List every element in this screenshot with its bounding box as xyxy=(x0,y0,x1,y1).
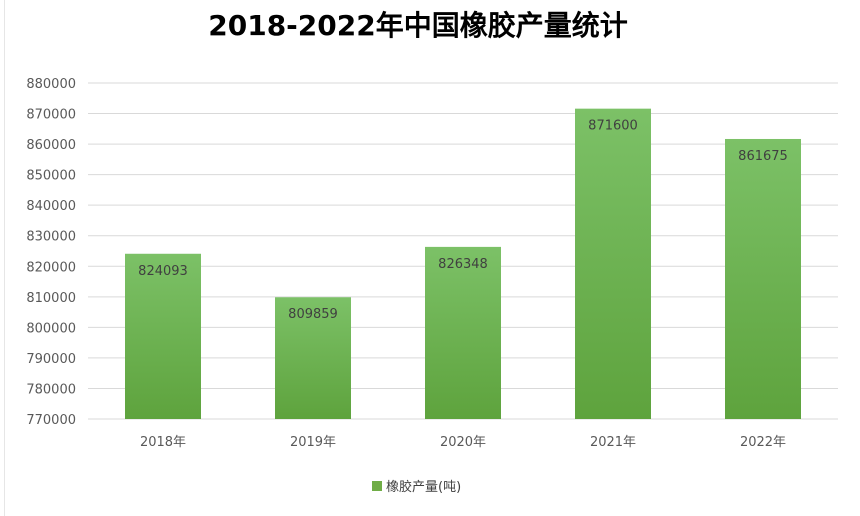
y-tick-label: 830000 xyxy=(26,230,76,245)
data-labels: 824093 809859 826348 871600 861675 xyxy=(138,119,788,323)
gridlines xyxy=(88,82,838,420)
y-tick-label: 790000 xyxy=(26,352,76,367)
bar xyxy=(425,246,501,419)
legend-label: 橡胶产量(吨) xyxy=(386,479,461,495)
x-tick-label: 2018年 xyxy=(140,435,186,450)
data-label: 861675 xyxy=(738,149,788,164)
y-tick-label: 820000 xyxy=(26,260,76,275)
bar xyxy=(125,253,201,419)
y-tick-label: 780000 xyxy=(26,382,76,397)
y-tick-label: 840000 xyxy=(26,199,76,214)
left-border xyxy=(4,0,5,516)
bar xyxy=(575,108,651,420)
x-tick-label: 2020年 xyxy=(440,435,486,450)
y-tick-label: 800000 xyxy=(26,321,76,336)
y-tick-label: 850000 xyxy=(26,169,76,184)
data-label: 824093 xyxy=(138,264,188,279)
data-label: 871600 xyxy=(588,119,638,134)
y-tick-label: 870000 xyxy=(26,108,76,123)
legend: 橡胶产量(吨) xyxy=(372,479,461,495)
y-tick-label: 770000 xyxy=(26,413,76,428)
chart-title: 2018-2022年中国橡胶产量统计 xyxy=(208,9,628,42)
x-tick-label: 2021年 xyxy=(590,435,636,450)
y-tick-label: 810000 xyxy=(26,291,76,306)
data-label: 826348 xyxy=(438,257,488,272)
x-tick-label: 2022年 xyxy=(740,435,786,450)
x-axis-ticks: 2018年 2019年 2020年 2021年 2022年 xyxy=(140,435,786,450)
bar xyxy=(275,297,351,419)
bars xyxy=(125,108,801,420)
y-tick-label: 860000 xyxy=(26,138,76,153)
x-tick-label: 2019年 xyxy=(290,435,336,450)
bar xyxy=(725,138,801,419)
legend-swatch xyxy=(372,481,382,491)
y-tick-label: 880000 xyxy=(26,77,76,92)
data-label: 809859 xyxy=(288,307,338,322)
y-axis-ticks: 770000 780000 790000 800000 810000 820000 8300… xyxy=(26,77,76,428)
